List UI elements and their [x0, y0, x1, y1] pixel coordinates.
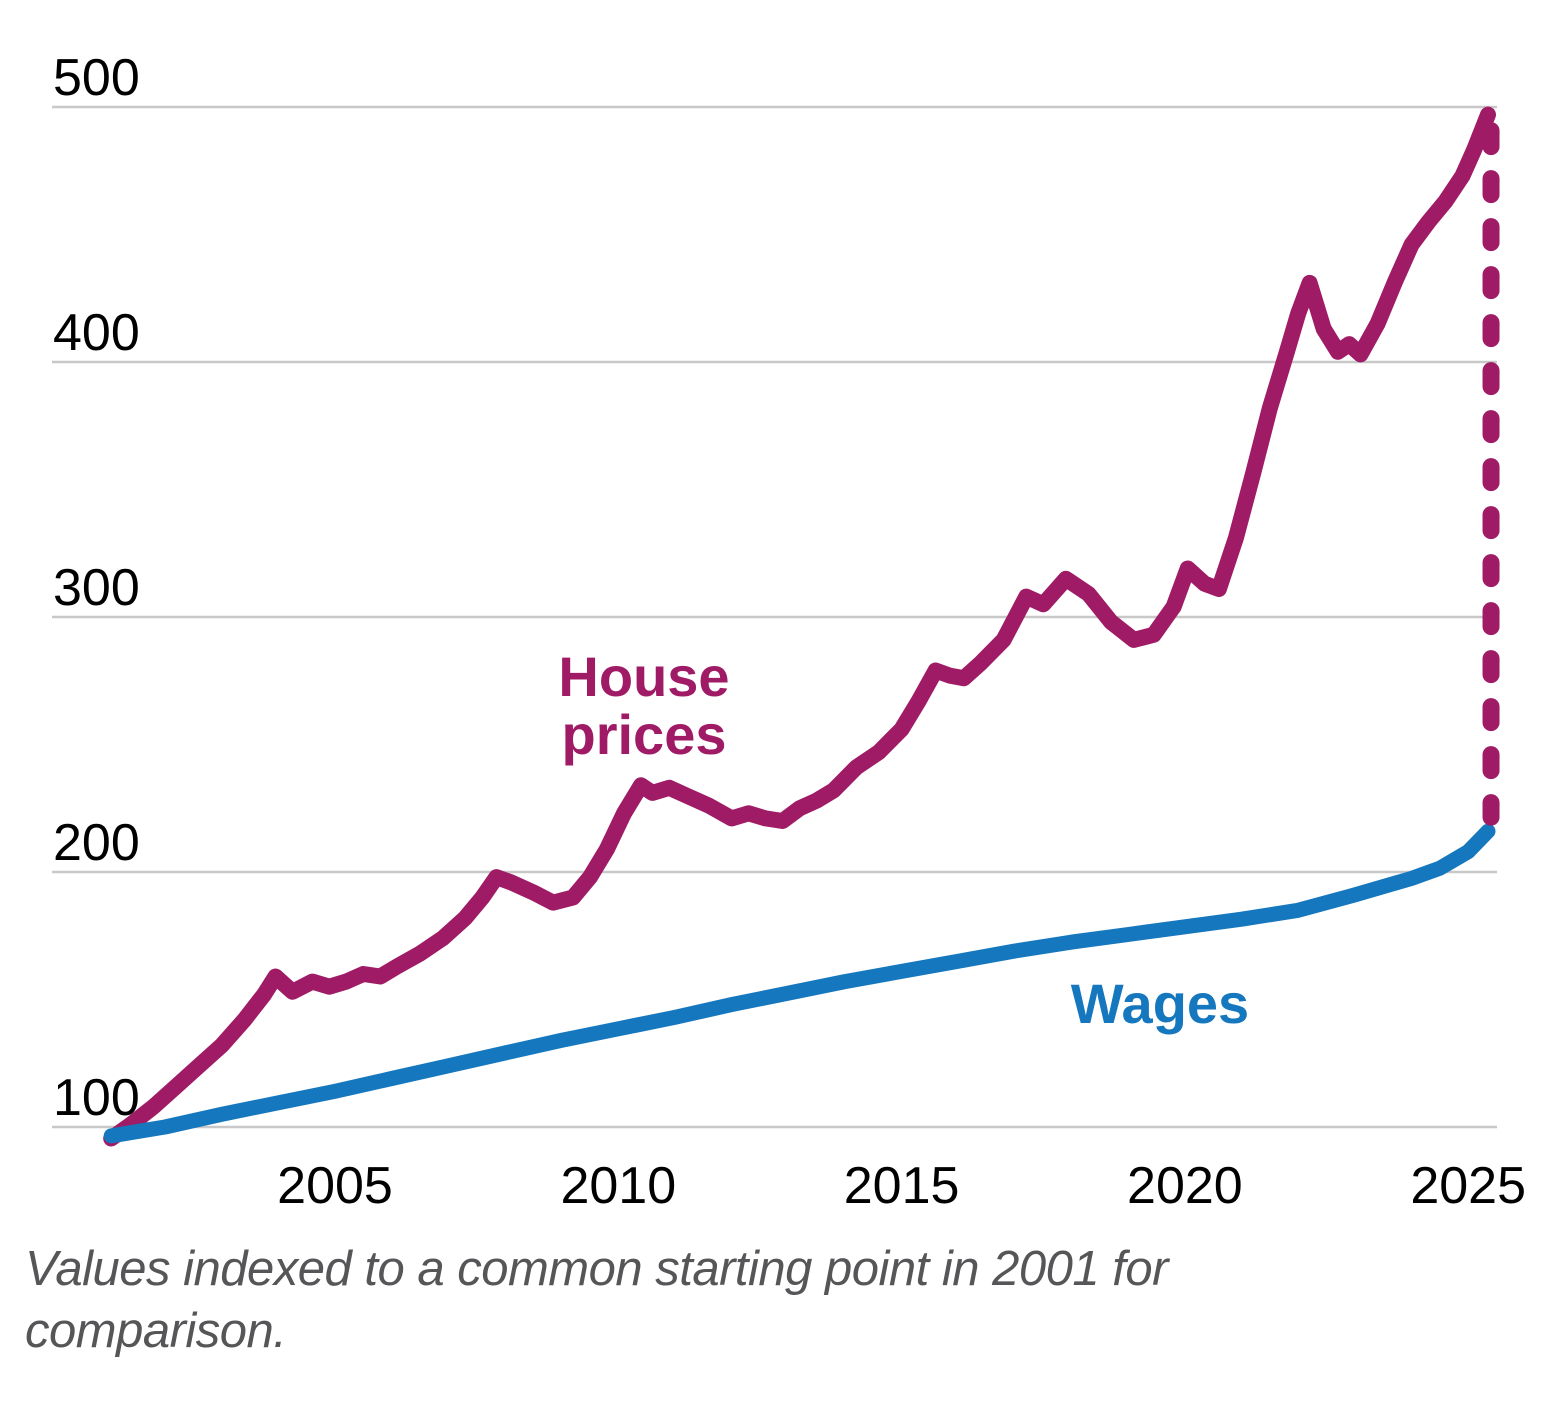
wages-line	[103, 823, 1496, 1144]
x-tick-label: 2020	[1127, 1157, 1243, 1215]
house-prices-label: House prices	[558, 645, 729, 766]
y-tick-label: 300	[53, 559, 140, 617]
y-tick-label: 100	[53, 1069, 140, 1127]
x-tick-label: 2005	[277, 1157, 393, 1215]
wages-label: Wages	[1071, 972, 1249, 1035]
y-tick-label: 500	[53, 49, 140, 107]
house-prices-line	[103, 106, 1496, 1147]
x-tick-label: 2025	[1410, 1157, 1526, 1215]
y-tick-label: 400	[53, 304, 140, 362]
x-tick-label: 2015	[844, 1157, 960, 1215]
house-prices-vs-wages-chart: 500 400 300 200 100 2005 2010 2015 2020 2025 House…	[52, 49, 1526, 1215]
chart-caption: Values indexed to a common starting poin…	[25, 1242, 1168, 1359]
y-tick-label: 200	[53, 814, 140, 872]
x-tick-label: 2010	[560, 1157, 676, 1215]
